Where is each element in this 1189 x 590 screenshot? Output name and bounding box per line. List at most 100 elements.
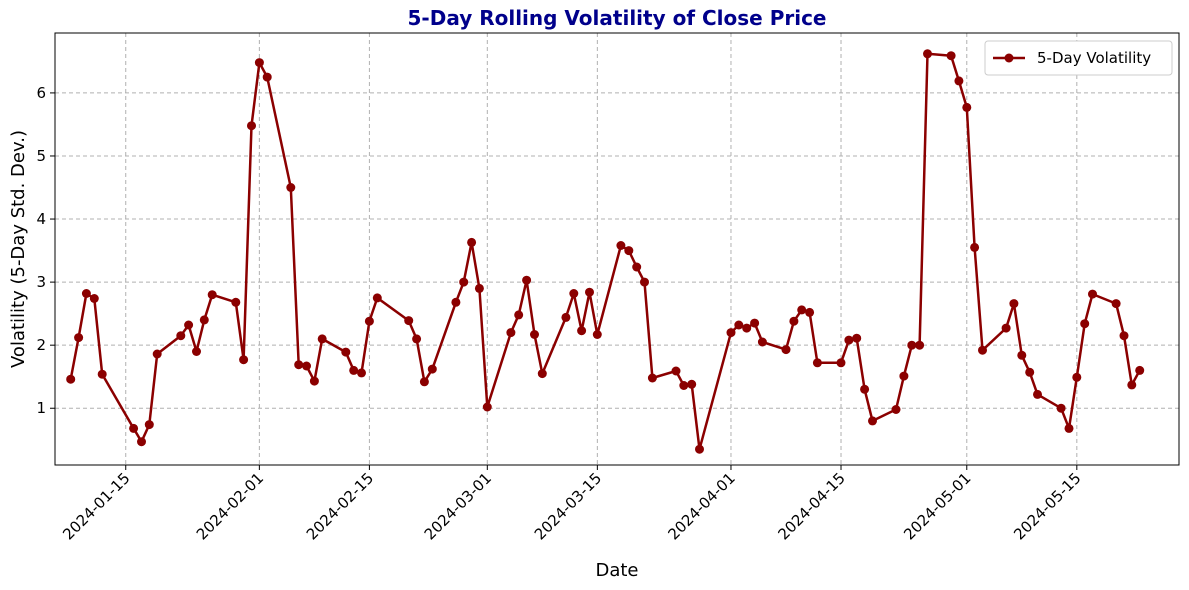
legend-box	[984, 40, 1173, 76]
data-point	[474, 283, 484, 293]
data-point	[192, 347, 201, 356]
data-point	[1017, 350, 1027, 360]
data-point	[640, 277, 649, 287]
gridlines	[55, 33, 1179, 465]
legend-marker	[1004, 53, 1014, 63]
data-point	[789, 316, 799, 326]
data-point	[357, 368, 366, 378]
data-point	[364, 316, 374, 326]
data-point	[797, 305, 807, 315]
data-point	[970, 242, 980, 252]
data-point	[294, 360, 304, 370]
data-point	[262, 72, 272, 82]
data-point	[467, 237, 477, 247]
data-point	[899, 371, 909, 381]
data-point	[74, 333, 84, 343]
data-point	[129, 423, 139, 433]
data-point	[647, 373, 657, 383]
legend: 5-Day Volatility	[984, 40, 1173, 76]
data-point	[506, 328, 516, 338]
data-point	[852, 333, 862, 343]
data-point	[1001, 323, 1011, 333]
data-point	[726, 328, 736, 338]
data-point	[530, 330, 539, 339]
data-point	[349, 365, 359, 375]
y-tick-label: 3	[36, 273, 46, 291]
data-point	[537, 369, 547, 379]
data-point	[459, 277, 469, 287]
y-tick-label: 2	[36, 336, 46, 354]
data-point	[317, 334, 327, 344]
data-point	[451, 297, 461, 307]
data-point	[836, 358, 846, 368]
data-point	[868, 416, 877, 426]
data-point	[372, 293, 382, 303]
y-tick-label: 1	[36, 399, 46, 417]
data-point	[239, 355, 249, 365]
series-line	[66, 49, 1145, 454]
data-point	[978, 345, 987, 355]
data-point	[1056, 403, 1066, 413]
y-axis-label: Volatility (5-Day Std. Dev.)	[8, 130, 29, 368]
data-point	[1135, 365, 1145, 375]
data-point	[144, 420, 154, 430]
data-point	[1119, 331, 1129, 341]
data-point	[954, 76, 964, 86]
x-tick-label: 2024-05-01	[900, 469, 974, 543]
chart-title: 5-Day Rolling Volatility of Close Price	[408, 6, 827, 30]
data-point	[592, 330, 602, 339]
data-point	[1080, 319, 1090, 329]
data-point	[757, 337, 767, 347]
data-point	[152, 349, 162, 359]
data-point	[137, 437, 146, 447]
data-point	[1033, 389, 1042, 399]
x-tick-label: 2024-02-01	[193, 469, 267, 543]
data-point	[679, 381, 689, 390]
data-point	[522, 275, 532, 285]
data-point	[309, 376, 319, 386]
data-point	[89, 294, 99, 303]
data-point	[781, 345, 791, 355]
data-point	[341, 347, 351, 357]
x-tick-label: 2024-01-15	[59, 469, 133, 543]
data-point	[97, 369, 107, 379]
data-point	[687, 379, 697, 389]
data-point	[577, 326, 587, 336]
data-point	[812, 358, 822, 368]
data-point	[404, 316, 414, 326]
data-point	[585, 287, 594, 297]
data-point	[419, 377, 429, 387]
data-point	[805, 307, 815, 317]
data-point	[923, 49, 932, 59]
volatility-line	[69, 52, 1141, 451]
data-point	[1111, 299, 1121, 309]
data-point	[750, 318, 760, 328]
plot-frame	[54, 32, 1180, 466]
x-tick-label: 2024-05-15	[1010, 469, 1084, 543]
data-point	[616, 241, 626, 250]
data-point	[207, 290, 217, 300]
data-point	[199, 315, 209, 325]
data-point	[286, 183, 296, 192]
data-point	[632, 262, 642, 272]
data-point	[184, 320, 194, 330]
y-axis: 1 2 3 4 5 6	[36, 84, 55, 417]
data-point	[247, 121, 256, 131]
data-point	[176, 331, 186, 341]
data-point	[231, 297, 241, 307]
data-point	[1072, 372, 1082, 382]
y-tick-label: 6	[36, 84, 46, 102]
data-point	[915, 340, 925, 350]
data-point	[569, 289, 579, 298]
y-tick-label: 4	[36, 210, 46, 228]
data-point	[695, 444, 704, 454]
x-tick-label: 2024-04-15	[774, 469, 848, 543]
data-point	[734, 320, 744, 330]
data-point	[1009, 299, 1019, 309]
data-point	[891, 405, 901, 414]
data-point	[742, 323, 752, 333]
data-point	[514, 310, 524, 320]
data-point	[1127, 380, 1137, 390]
data-point	[254, 58, 264, 68]
